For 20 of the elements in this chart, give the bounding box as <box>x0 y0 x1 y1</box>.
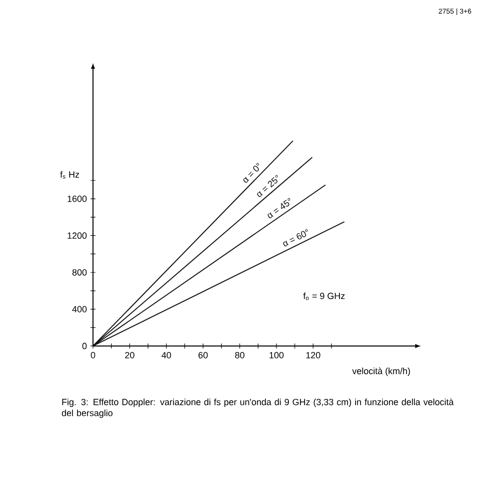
text: α = 45° <box>268 198 290 218</box>
text: α = 60° <box>283 229 308 246</box>
y-tick-label: 800 <box>72 269 87 276</box>
x-axis-title: velocità (km/h) <box>352 367 410 376</box>
y-tick-label: 1600 <box>68 196 87 202</box>
x-tick-label: 60 <box>198 352 208 358</box>
caption: Fig. 3: Effetto Doppler: variazione di fs per un'onda di 9 GHz (3,33 cm) in funzione della velocità del bersaglio <box>62 398 454 418</box>
text: α = 25° <box>257 175 278 197</box>
x-tick-label: 40 <box>162 352 172 358</box>
x-tick-label: 0 <box>90 352 96 358</box>
y-tick-label: 400 <box>72 306 87 312</box>
x-tick-label: 80 <box>235 352 244 358</box>
text: α = 0° <box>243 162 259 183</box>
y-axis-title: f$_{s}$ Hz <box>60 171 80 179</box>
x-tick-label: 100 <box>270 352 284 358</box>
x-tick-label: 20 <box>125 352 134 358</box>
y-tick-label: 0 <box>82 342 87 350</box>
annotation: f$_{o}$ = 9 GHz <box>303 292 345 300</box>
y-tick-label: 1200 <box>68 232 87 239</box>
x-tick-label: 120 <box>306 352 320 358</box>
